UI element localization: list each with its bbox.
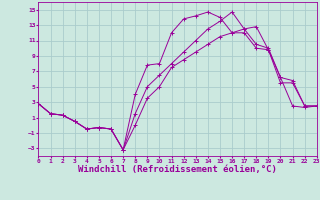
X-axis label: Windchill (Refroidissement éolien,°C): Windchill (Refroidissement éolien,°C)	[78, 165, 277, 174]
